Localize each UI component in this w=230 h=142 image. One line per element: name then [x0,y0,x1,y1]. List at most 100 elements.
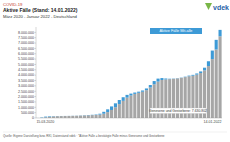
bar [75,115,78,116]
bar [106,109,109,112]
y-tick-label: 2.000.000 [18,95,34,99]
y-tick [35,107,37,108]
bar [110,110,113,118]
y-tick [35,64,37,65]
bar [160,78,163,80]
bar [129,94,132,96]
y-axis: 0500.0001.000.0001.500.0002.000.0002.500… [18,27,36,120]
bar [157,79,160,82]
bar [79,115,82,116]
y-tick [35,48,37,49]
y-tick [35,69,37,70]
y-tick-label: 1.500.000 [18,100,34,104]
annotation: Genesene und Gestorbene: 7.630.802 [149,108,207,114]
bar [79,116,82,118]
y-tick-label: 6.000.000 [18,52,34,56]
x-tick-label: 15.03.2020 [36,120,54,124]
bar [129,96,132,118]
bar [48,116,51,118]
bar [60,115,63,116]
y-tick-label: 7.500.000 [18,36,34,40]
logo-text: vdek [213,4,229,11]
footer: Quelle: Eigene Darstellung bzw. RKI, Dat… [3,134,165,138]
bar [215,40,218,50]
bar [188,75,191,77]
y-tick [35,96,37,97]
bar [87,115,90,118]
y-tick-label: 500.000 [21,111,34,115]
y-tick-label: 3.000.000 [18,84,34,88]
bar [191,74,194,76]
bar [164,78,167,80]
background [0,0,230,142]
bar [126,98,129,118]
y-tick-label: 6.500.000 [18,47,34,51]
bar [176,78,179,79]
bar [133,93,136,94]
bar [71,115,74,116]
y-tick [35,59,37,60]
bar [83,115,86,118]
bar [180,77,183,78]
y-tick [35,80,37,81]
bar [133,94,136,118]
bar [141,92,144,118]
legend-item: Aktive Fälle Mit-alle [150,28,202,34]
y-tick-label: 1.000.000 [18,106,34,110]
y-tick-label: 2.500.000 [18,90,34,94]
y-tick-label: 8.000.000 [18,31,34,35]
bar [52,116,55,117]
bar [141,90,144,91]
y-tick-label: 4.000.000 [18,73,34,77]
bar [122,97,125,101]
bar [211,59,214,118]
bar [64,115,67,116]
bar [44,116,47,118]
logo-mark [205,3,212,10]
y-tick [35,37,37,38]
y-tick [35,112,37,113]
bar [64,116,67,118]
bar [145,88,148,90]
bar [199,71,202,73]
y-tick [35,101,37,102]
bar [56,116,59,118]
y-tick-label: 4.500.000 [18,68,34,72]
bar [95,115,98,118]
y-tick [35,43,37,44]
bar [118,104,121,118]
y-tick [35,75,37,76]
bar [219,30,222,36]
x-axis-line [36,118,222,119]
y-tick [35,118,37,119]
annotation-text: Genesene und Gestorbene: 7.630.802 [149,109,207,113]
bar [95,114,98,115]
bar [102,114,105,118]
bar [98,115,101,118]
y-tick [35,32,37,33]
bar [114,103,117,107]
bar [219,36,222,118]
bar [207,61,210,66]
footer-rule [3,132,227,133]
bar [52,116,55,118]
bar [137,92,140,93]
bar [91,115,94,118]
bar [137,93,140,118]
bar [211,51,214,60]
legend-label: Aktive Fälle Mit-alle [160,29,193,33]
bar [67,116,70,118]
chart: COVID-19Aktive Fälle (Stand: 14.01.2022)… [0,0,230,142]
bar [168,78,171,79]
bar [145,90,148,118]
bar [203,68,206,71]
title: Aktive Fälle (Stand: 14.01.2022) [3,7,78,13]
bars [36,30,221,118]
bar [75,116,78,118]
bar [87,115,90,116]
y-tick-label: 5.000.000 [18,63,34,67]
y-tick-label: 3.500.000 [18,79,34,83]
bar [110,106,113,110]
logo: vdek [205,3,229,11]
subtitle: März 2020 - Januar 2022 - Deutschland [3,14,77,19]
